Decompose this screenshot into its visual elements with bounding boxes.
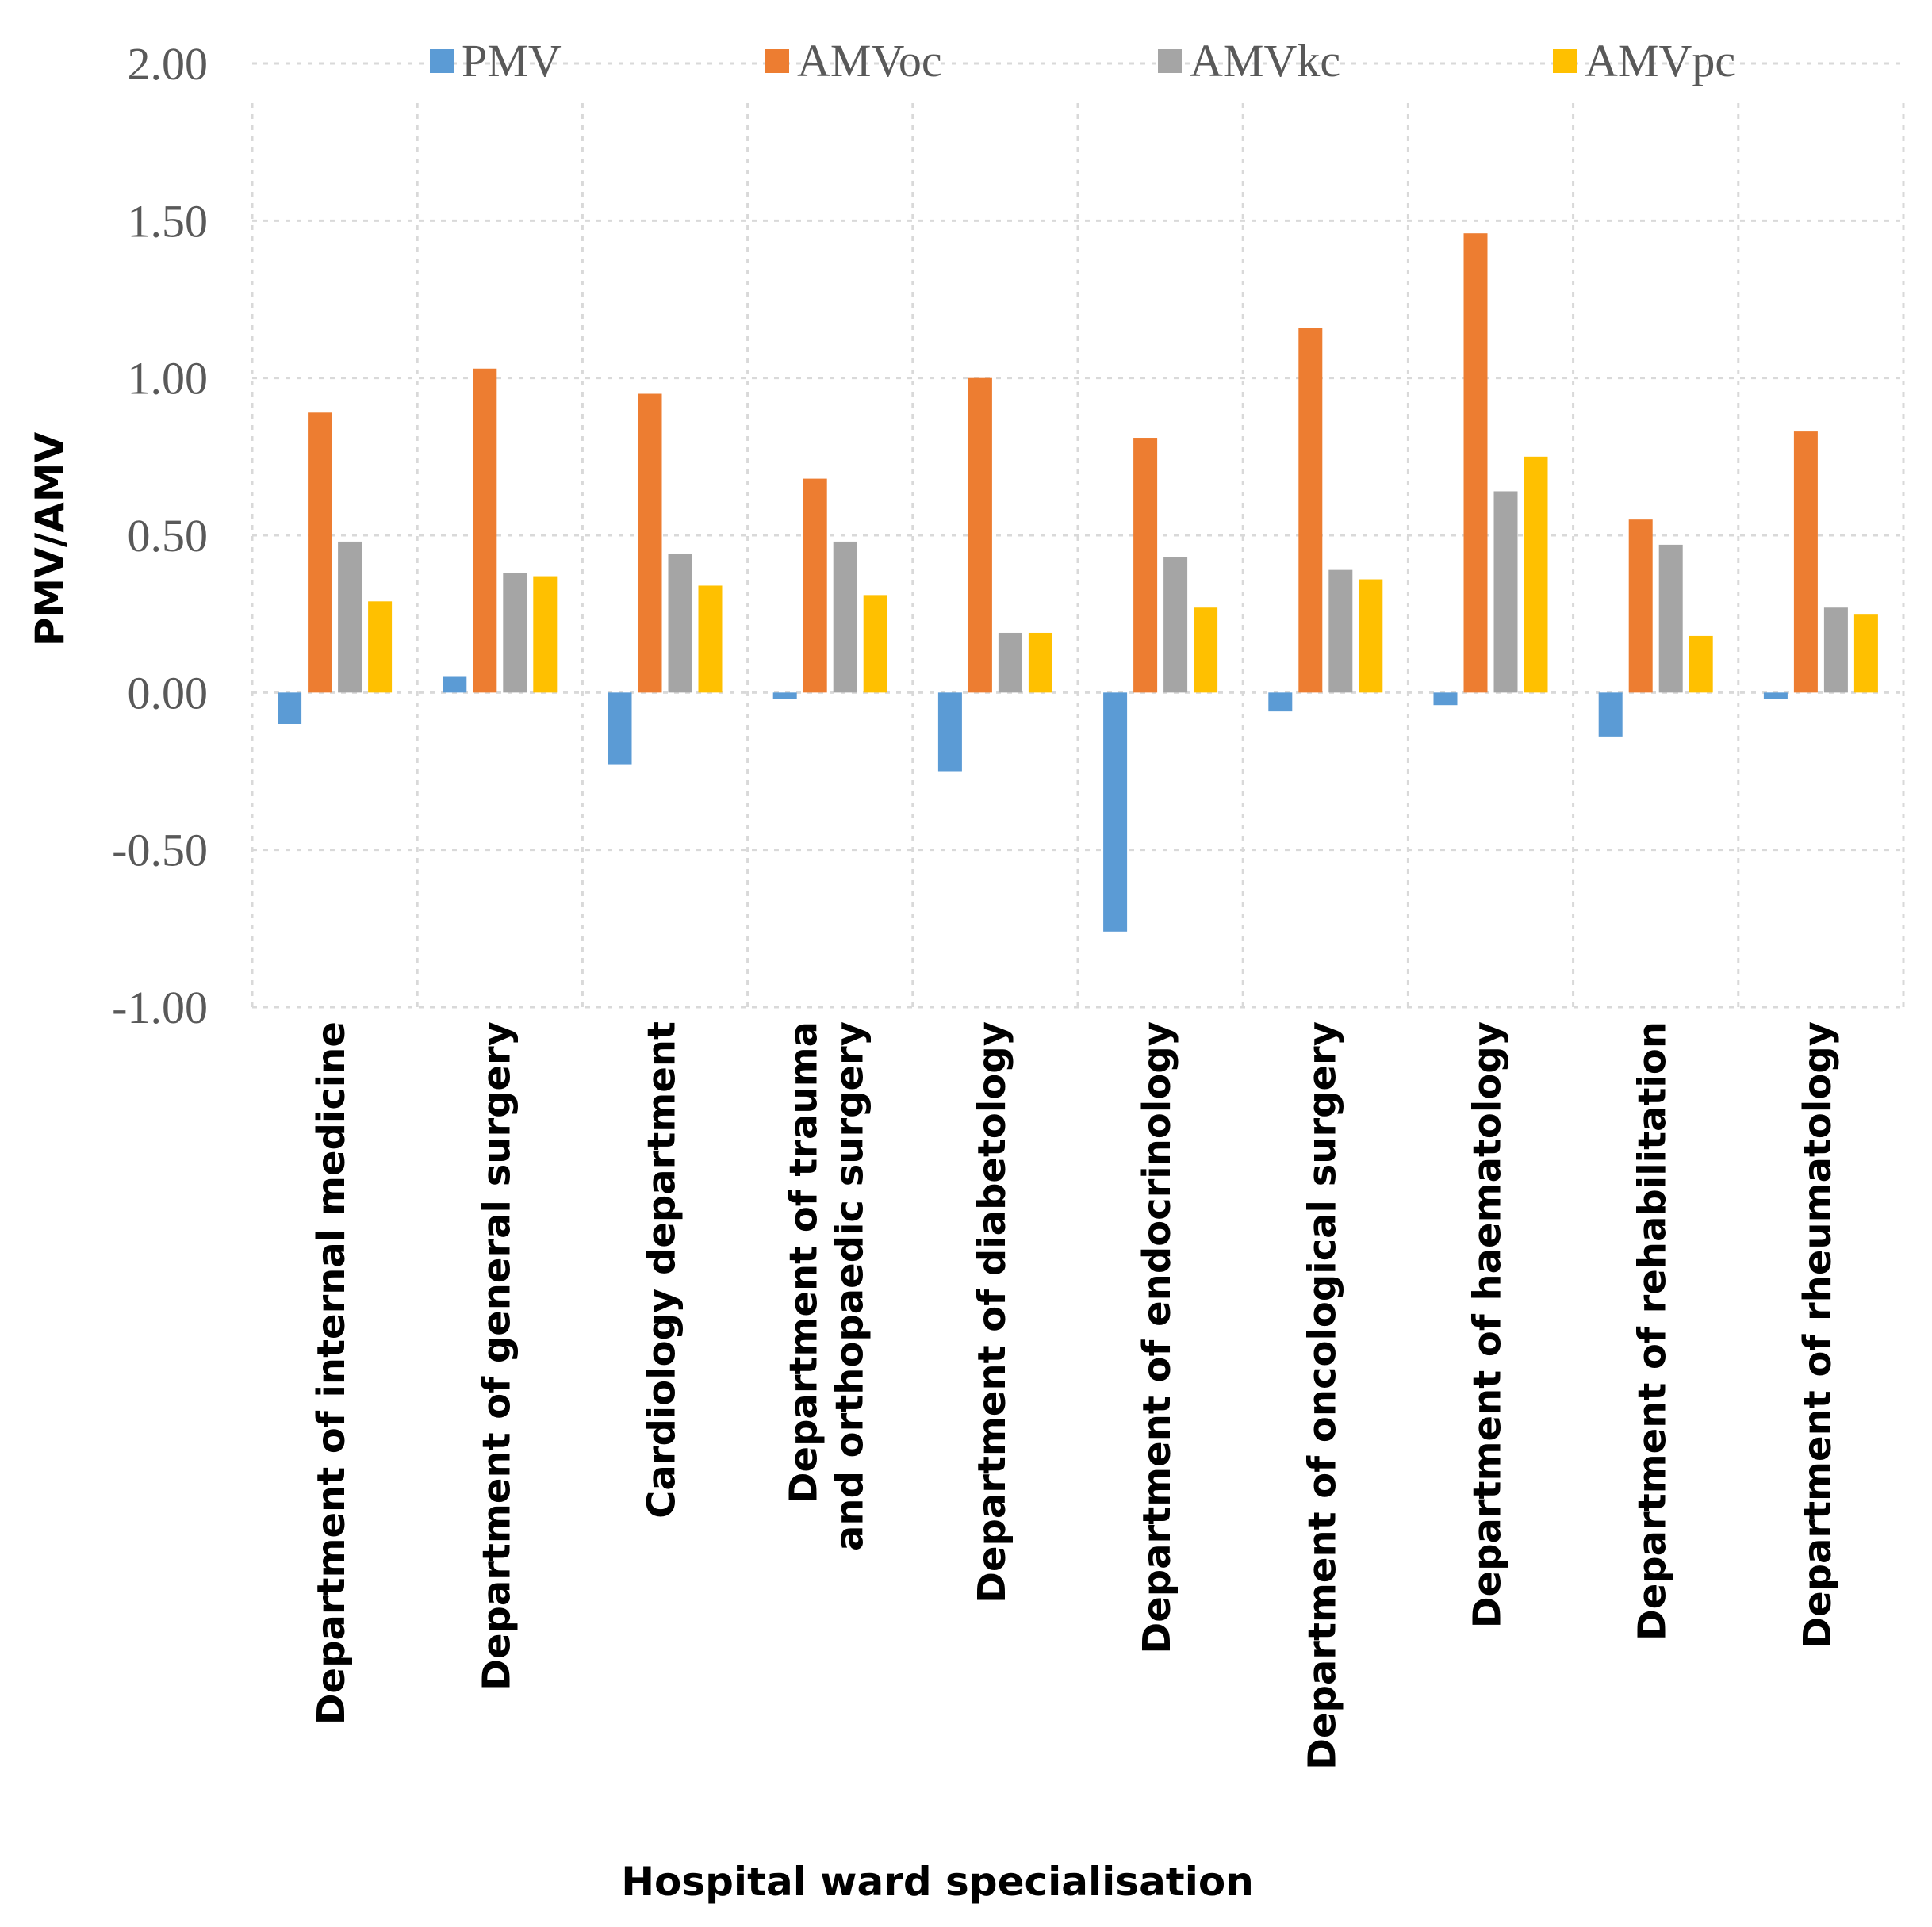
- bar-amvoc: [473, 368, 497, 693]
- bar-amvpc: [1194, 607, 1218, 693]
- bar-amvoc: [1463, 233, 1488, 693]
- bar-amvoc: [968, 377, 992, 693]
- bar-amvoc: [1298, 328, 1323, 693]
- bar-amvkc: [998, 632, 1022, 693]
- bar-pmv: [937, 692, 962, 772]
- bar-pmv: [772, 692, 797, 699]
- bar-amvkc: [1493, 491, 1518, 693]
- bar-amvkc: [503, 573, 527, 693]
- bar-amvkc: [1658, 544, 1683, 693]
- bar-amvoc: [1793, 431, 1818, 693]
- bar-amvpc: [863, 595, 887, 693]
- y-axis-title: PMV/AMV: [27, 431, 73, 646]
- bar-amvoc: [1628, 519, 1653, 693]
- legend: PMV AMVoc AMVkc AMVpc: [430, 35, 1735, 86]
- bar-amvpc: [1028, 632, 1052, 693]
- bar-amvkc: [1823, 607, 1848, 693]
- x-category-label: Department of trauma: [782, 1021, 826, 1504]
- y-tick-label: 1.00: [128, 353, 209, 404]
- x-axis-categories: Department of internal medicine Departmen…: [309, 1021, 1840, 1770]
- bar-pmv: [608, 692, 632, 765]
- x-category-label: Cardiology department: [640, 1021, 684, 1519]
- y-tick-label: 1.50: [128, 195, 209, 247]
- bar-amvkc: [1328, 569, 1353, 693]
- bar-pmv: [443, 676, 467, 693]
- x-category-label: and orthopaedic surgery: [828, 1021, 872, 1551]
- legend-label-amvoc: AMVoc: [797, 35, 942, 86]
- bars: [278, 233, 1878, 932]
- bar-amvkc: [833, 541, 857, 693]
- bar-amvkc: [668, 554, 692, 693]
- bar-amvoc: [638, 393, 662, 693]
- x-category-label: Department of haematology: [1466, 1021, 1510, 1628]
- legend-label-pmv: PMV: [462, 35, 562, 86]
- x-category-label: Department of oncological surgery: [1300, 1021, 1344, 1770]
- x-category-label: Department of endocrinology: [1135, 1021, 1179, 1654]
- legend-label-amvkc: AMVkc: [1190, 35, 1340, 86]
- bar-amvpc: [1689, 635, 1713, 693]
- y-tick-label: 2.00: [128, 38, 209, 90]
- legend-swatch-amvkc: [1158, 49, 1182, 73]
- grid-layer: [251, 62, 1905, 1009]
- y-tick-label: 0.50: [128, 510, 209, 561]
- bar-amvpc: [1524, 456, 1548, 693]
- bar-amvkc: [1163, 557, 1188, 693]
- bar-pmv: [1103, 692, 1128, 932]
- y-tick-label: 0.00: [128, 667, 209, 718]
- bar-pmv: [1598, 692, 1623, 737]
- legend-swatch-amvpc: [1553, 49, 1577, 73]
- x-category-label: Department of rheumatology: [1796, 1021, 1840, 1649]
- bar-amvpc: [368, 601, 393, 693]
- bar-amvpc: [1853, 614, 1878, 693]
- y-tick-label: -0.50: [112, 825, 208, 876]
- legend-swatch-amvoc: [765, 49, 789, 73]
- bar-amvoc: [1133, 438, 1158, 693]
- bar-amvpc: [698, 585, 723, 693]
- bar-pmv: [1433, 692, 1458, 706]
- x-axis-title: Hospital ward specialisation: [621, 1859, 1254, 1905]
- y-axis-ticks: 2.00 1.50 1.00 0.50 0.00 -0.50 -1.00: [112, 38, 208, 1033]
- bar-amvpc: [533, 576, 558, 693]
- x-category-label: Department of diabetology: [970, 1021, 1014, 1603]
- legend-label-amvpc: AMVpc: [1585, 35, 1735, 86]
- bar-amvkc: [338, 541, 362, 693]
- bar-amvoc: [803, 478, 827, 693]
- bar-pmv: [1268, 692, 1293, 712]
- bar-amvpc: [1359, 579, 1383, 693]
- y-tick-label: -1.00: [112, 982, 208, 1033]
- bar-pmv: [278, 692, 302, 724]
- bar-amvoc: [308, 412, 332, 693]
- bar-pmv: [1763, 692, 1788, 699]
- x-category-label: Department of rehabilitation: [1631, 1021, 1675, 1641]
- x-category-label: Department of general surgery: [474, 1021, 519, 1691]
- x-category-label: Department of internal medicine: [309, 1021, 354, 1725]
- legend-swatch-pmv: [430, 49, 454, 73]
